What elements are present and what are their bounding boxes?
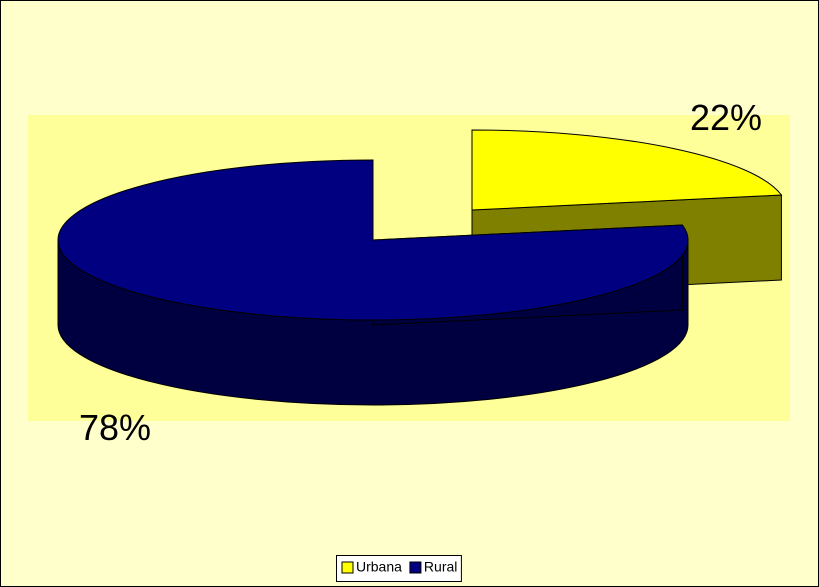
legend: [336, 555, 462, 582]
legend-label: Urbana: [356, 559, 402, 575]
data-label: 78%: [79, 407, 151, 448]
legend-label: Rural: [424, 559, 457, 575]
legend-swatch: [409, 561, 422, 574]
data-label: 22%: [690, 97, 762, 138]
slice: [471, 129, 783, 211]
legend-swatch: [341, 561, 354, 574]
slice: [57, 159, 689, 321]
